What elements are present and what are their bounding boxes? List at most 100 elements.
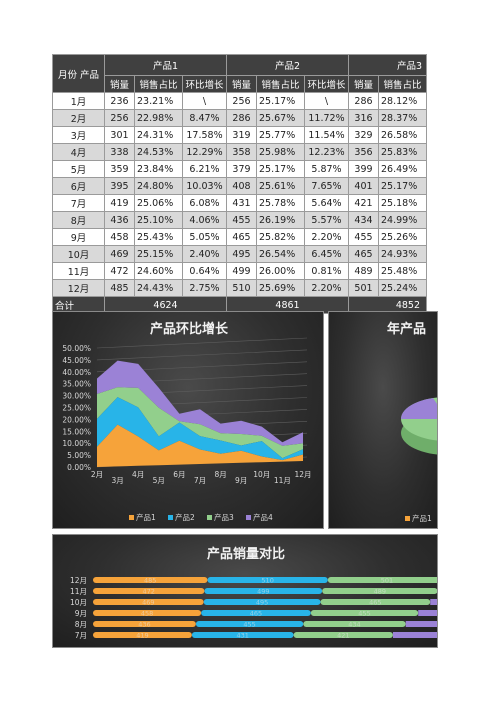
qty-cell[interactable]: 458: [104, 228, 135, 246]
growth-cell[interactable]: 7.65%: [304, 177, 349, 195]
share-cell[interactable]: 24.80%: [134, 177, 183, 195]
qty-cell[interactable]: 395: [104, 177, 135, 195]
qty-cell[interactable]: 495: [226, 245, 257, 263]
qty-cell[interactable]: 501: [348, 279, 379, 297]
share-cell[interactable]: 25.17%: [256, 92, 305, 110]
month-cell[interactable]: 5月: [52, 160, 105, 178]
qty-cell[interactable]: 455: [348, 228, 379, 246]
month-cell[interactable]: 11月: [52, 262, 105, 280]
month-cell[interactable]: 6月: [52, 177, 105, 195]
growth-cell[interactable]: 5.87%: [304, 160, 349, 178]
growth-cell[interactable]: 2.20%: [304, 279, 349, 297]
month-cell[interactable]: 7月: [52, 194, 105, 212]
share-cell[interactable]: 25.61%: [256, 177, 305, 195]
qty-cell[interactable]: 510: [226, 279, 257, 297]
month-cell[interactable]: 4月: [52, 143, 105, 161]
share-cell[interactable]: 25.18%: [378, 194, 427, 212]
share-cell[interactable]: 26.19%: [256, 211, 305, 229]
qty-cell[interactable]: 421: [348, 194, 379, 212]
growth-cell[interactable]: 8.47%: [182, 109, 227, 127]
share-cell[interactable]: 22.98%: [134, 109, 183, 127]
share-cell[interactable]: 24.99%: [378, 211, 427, 229]
share-cell[interactable]: 25.69%: [256, 279, 305, 297]
share-cell[interactable]: 28.12%: [378, 92, 427, 110]
annual-pie-chart[interactable]: 年产品 产品1: [328, 311, 438, 529]
growth-cell[interactable]: \: [182, 92, 227, 110]
qty-cell[interactable]: 434: [348, 211, 379, 229]
growth-cell[interactable]: \: [304, 92, 349, 110]
growth-cell[interactable]: 4.06%: [182, 211, 227, 229]
qty-cell[interactable]: 465: [348, 245, 379, 263]
qty-cell[interactable]: 489: [348, 262, 379, 280]
qty-cell[interactable]: 465: [226, 228, 257, 246]
share-cell[interactable]: 25.17%: [256, 160, 305, 178]
share-cell[interactable]: 25.17%: [378, 177, 427, 195]
qty-cell[interactable]: 408: [226, 177, 257, 195]
qty-cell[interactable]: 319: [226, 126, 257, 144]
growth-cell[interactable]: 0.81%: [304, 262, 349, 280]
qty-cell[interactable]: 301: [104, 126, 135, 144]
growth-cell[interactable]: 2.40%: [182, 245, 227, 263]
growth-cell[interactable]: 2.75%: [182, 279, 227, 297]
qty-cell[interactable]: 499: [226, 262, 257, 280]
qty-cell[interactable]: 419: [104, 194, 135, 212]
share-cell[interactable]: 28.37%: [378, 109, 427, 127]
growth-cell[interactable]: 12.29%: [182, 143, 227, 161]
share-cell[interactable]: 25.10%: [134, 211, 183, 229]
month-cell[interactable]: 12月: [52, 279, 105, 297]
qty-cell[interactable]: 329: [348, 126, 379, 144]
growth-cell[interactable]: 5.05%: [182, 228, 227, 246]
share-cell[interactable]: 26.00%: [256, 262, 305, 280]
share-cell[interactable]: 25.83%: [378, 143, 427, 161]
qty-cell[interactable]: 256: [104, 109, 135, 127]
month-cell[interactable]: 8月: [52, 211, 105, 229]
qty-cell[interactable]: 472: [104, 262, 135, 280]
growth-cell[interactable]: 17.58%: [182, 126, 227, 144]
share-cell[interactable]: 23.21%: [134, 92, 183, 110]
share-cell[interactable]: 25.15%: [134, 245, 183, 263]
share-cell[interactable]: 25.78%: [256, 194, 305, 212]
month-cell[interactable]: 3月: [52, 126, 105, 144]
growth-cell[interactable]: 2.20%: [304, 228, 349, 246]
growth-cell[interactable]: 11.72%: [304, 109, 349, 127]
share-cell[interactable]: 24.53%: [134, 143, 183, 161]
growth-area-chart[interactable]: 产品环比增长 0.00% 5.00% 10.00% 15.00% 20.00% 25.00…: [52, 311, 324, 529]
share-cell[interactable]: 24.31%: [134, 126, 183, 144]
growth-cell[interactable]: 10.03%: [182, 177, 227, 195]
qty-cell[interactable]: 379: [226, 160, 257, 178]
growth-cell[interactable]: 6.21%: [182, 160, 227, 178]
share-cell[interactable]: 26.49%: [378, 160, 427, 178]
growth-cell[interactable]: 6.08%: [182, 194, 227, 212]
share-cell[interactable]: 24.43%: [134, 279, 183, 297]
qty-cell[interactable]: 431: [226, 194, 257, 212]
growth-cell[interactable]: 5.57%: [304, 211, 349, 229]
sales-bar-chart[interactable]: 产品销量对比 12月 485 510 501 11月 472 499 489 10月 469 495…: [52, 534, 438, 648]
growth-cell[interactable]: 12.23%: [304, 143, 349, 161]
qty-cell[interactable]: 455: [226, 211, 257, 229]
share-cell[interactable]: 25.48%: [378, 262, 427, 280]
growth-cell[interactable]: 5.64%: [304, 194, 349, 212]
share-cell[interactable]: 26.54%: [256, 245, 305, 263]
qty-cell[interactable]: 485: [104, 279, 135, 297]
qty-cell[interactable]: 401: [348, 177, 379, 195]
qty-cell[interactable]: 356: [348, 143, 379, 161]
qty-cell[interactable]: 399: [348, 160, 379, 178]
total-label[interactable]: 合计: [52, 296, 105, 314]
qty-cell[interactable]: 316: [348, 109, 379, 127]
total-product1[interactable]: 4624: [104, 296, 227, 314]
share-cell[interactable]: 25.43%: [134, 228, 183, 246]
qty-cell[interactable]: 436: [104, 211, 135, 229]
share-cell[interactable]: 24.93%: [378, 245, 427, 263]
share-cell[interactable]: 25.98%: [256, 143, 305, 161]
month-cell[interactable]: 1月: [52, 92, 105, 110]
growth-cell[interactable]: 11.54%: [304, 126, 349, 144]
qty-cell[interactable]: 286: [348, 92, 379, 110]
qty-cell[interactable]: 358: [226, 143, 257, 161]
month-cell[interactable]: 2月: [52, 109, 105, 127]
share-cell[interactable]: 23.84%: [134, 160, 183, 178]
share-cell[interactable]: 25.24%: [378, 279, 427, 297]
share-cell[interactable]: 25.06%: [134, 194, 183, 212]
qty-cell[interactable]: 359: [104, 160, 135, 178]
share-cell[interactable]: 25.67%: [256, 109, 305, 127]
growth-cell[interactable]: 6.45%: [304, 245, 349, 263]
